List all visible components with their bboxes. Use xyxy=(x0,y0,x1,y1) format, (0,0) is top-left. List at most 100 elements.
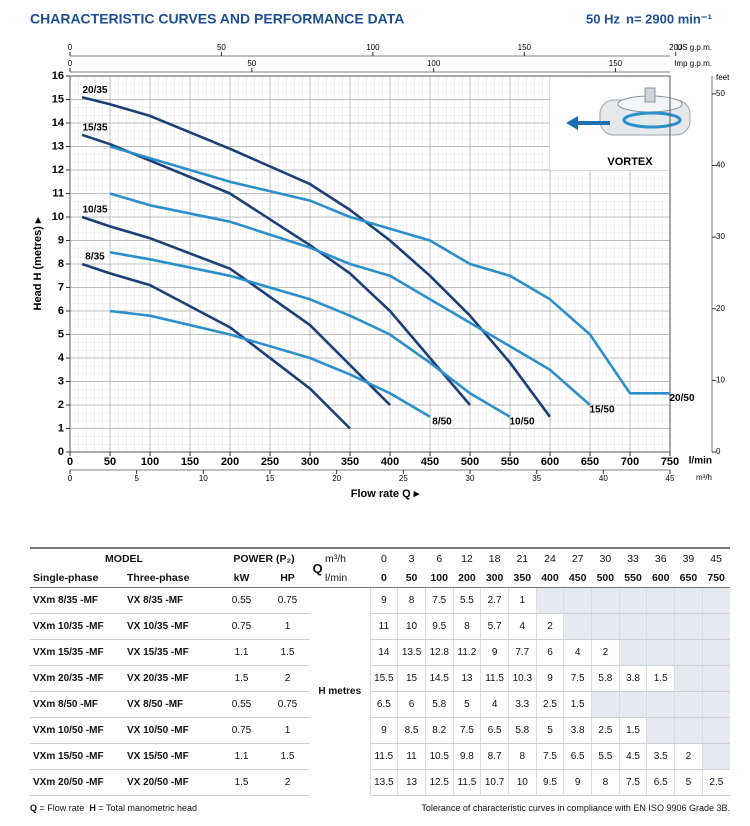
x-tick-label: 0 xyxy=(67,456,73,468)
three-phase-model: VX 10/35 -MF xyxy=(124,613,219,640)
empty-cell xyxy=(591,587,620,614)
q-symbol: Q xyxy=(310,548,326,588)
head-value: 9 xyxy=(369,717,398,744)
empty-cell xyxy=(674,639,703,666)
head-value: 1.5 xyxy=(618,717,647,744)
head-value: 11 xyxy=(397,743,426,770)
pump-curve xyxy=(109,145,670,395)
curve-label: 20/35 xyxy=(82,85,107,96)
y-tick-label: 0 xyxy=(58,446,64,458)
curve-label: 10/35 xyxy=(82,205,107,216)
chart: CHARACTERISTIC CURVES AND PERFORMANCE DA… xyxy=(30,11,730,500)
head-value: 9 xyxy=(369,587,398,614)
secondary-tick-label: 0 xyxy=(68,43,73,52)
vortex-inset: VORTEX xyxy=(550,77,710,170)
pump-curve xyxy=(109,251,511,418)
flow-lmin: 0 xyxy=(370,568,398,588)
secondary-tick-label: 0 xyxy=(68,474,73,483)
head-value: 11.5 xyxy=(452,769,481,796)
single-phase-model: VXm 10/50 -MF xyxy=(30,717,124,744)
power-hp: 2 xyxy=(265,665,311,692)
head-value: 1.5 xyxy=(646,665,675,692)
empty-cell xyxy=(674,717,703,744)
head-value: 2 xyxy=(535,613,564,640)
three-phase-model: VX 15/50 -MF xyxy=(124,743,219,770)
secondary-axis-label: US g.p.m. xyxy=(676,43,712,52)
secondary-tick-label: 30 xyxy=(466,474,475,483)
speed: n= 2900 min⁻¹ xyxy=(626,11,712,26)
head-value: 15 xyxy=(397,665,426,692)
head-value: 8.5 xyxy=(397,717,426,744)
unit-label: m³/h xyxy=(325,552,347,565)
single-phase-model: VXm 15/50 -MF xyxy=(30,743,124,770)
empty-cell xyxy=(701,665,730,692)
head-value: 10.5 xyxy=(424,743,454,770)
curve-label: 10/50 xyxy=(509,416,534,427)
empty-cell xyxy=(701,587,730,614)
y-tick-label: 2 xyxy=(58,399,64,411)
three-phase-model: VX 15/35 -MF xyxy=(124,639,219,666)
head-value: 5.7 xyxy=(480,613,509,640)
flow-m3h: 36 xyxy=(654,552,667,565)
curve-label: 8/35 xyxy=(85,252,105,263)
empty-cell xyxy=(535,587,564,614)
x-tick-label: 100 xyxy=(141,456,159,468)
power-hp: 1 xyxy=(265,613,311,640)
empty-cell xyxy=(591,691,620,718)
head-value: 5.8 xyxy=(591,665,620,692)
x-tick-label: 700 xyxy=(621,456,639,468)
x-unit: l/min xyxy=(689,456,712,467)
head-value: 13.5 xyxy=(369,769,398,796)
pump-curve xyxy=(109,309,431,418)
curve-label: 15/50 xyxy=(589,405,614,416)
power-kw: 0.55 xyxy=(218,691,266,718)
x-axis-title: Flow rate Q ▸ xyxy=(351,488,420,500)
head-value: 14.5 xyxy=(424,665,454,692)
power-hp: 1.5 xyxy=(265,639,311,666)
head-value: 7.5 xyxy=(424,587,454,614)
y-tick-label: 6 xyxy=(58,305,64,317)
empty-cell xyxy=(674,691,703,718)
three-phase-model: VX 8/50 -MF xyxy=(124,691,219,718)
vortex-swirl xyxy=(622,111,682,129)
flow-lmin: 400 xyxy=(536,568,564,588)
head-value: 7.5 xyxy=(618,769,647,796)
secondary-tick-label: 40 xyxy=(716,161,725,170)
head-value: 13 xyxy=(452,665,481,692)
power-header: POWER (P₂) xyxy=(233,552,295,565)
empty-cell xyxy=(618,587,647,614)
y-tick-label: 1 xyxy=(58,422,64,434)
head-value: 13.5 xyxy=(397,639,426,666)
power-hp: 2 xyxy=(265,769,311,796)
power-hp: 1 xyxy=(265,717,311,744)
head-value: 9 xyxy=(563,769,592,796)
empty-cell xyxy=(646,587,675,614)
secondary-tick-label: 40 xyxy=(599,474,608,483)
flow-m3h: 0 xyxy=(380,552,387,565)
y-tick-label: 7 xyxy=(58,281,64,293)
head-value: 12.8 xyxy=(424,639,454,666)
legend-text: = Flow rate xyxy=(39,803,85,813)
head-value: 3.3 xyxy=(507,691,537,718)
flow-m3h: 18 xyxy=(488,552,501,565)
y-tick-label: 12 xyxy=(52,164,64,176)
head-value: 7.7 xyxy=(507,639,537,666)
head-value: 5 xyxy=(535,717,564,744)
head-value: 6.5 xyxy=(480,717,509,744)
single-phase-model: VXm 8/50 -MF xyxy=(30,691,124,718)
secondary-tick-label: 50 xyxy=(217,43,226,52)
y-tick-label: 15 xyxy=(52,93,64,105)
empty-cell xyxy=(701,639,730,666)
flow-lmin: 300 xyxy=(480,568,509,588)
head-value: 11.5 xyxy=(480,665,509,692)
x-tick-label: 50 xyxy=(104,456,116,468)
three-phase-model: VX 20/50 -MF xyxy=(124,769,219,796)
flow-m3h: 12 xyxy=(461,552,473,565)
empty-cell xyxy=(674,587,703,614)
head-value: 4 xyxy=(563,639,592,666)
head-value: 6.5 xyxy=(563,743,592,770)
head-value: 2.5 xyxy=(535,691,564,718)
head-value: 10.3 xyxy=(507,665,537,692)
legend-symbol: H xyxy=(89,803,96,813)
